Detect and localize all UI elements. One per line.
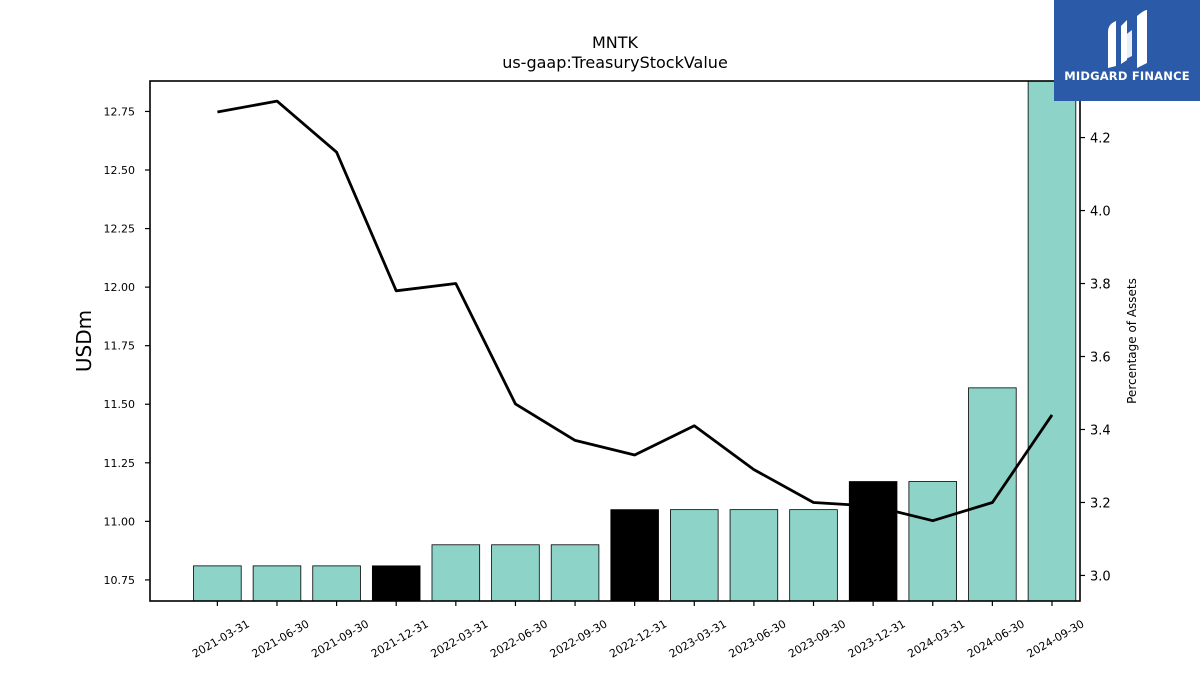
midgard-logo-icon [1108, 10, 1147, 68]
x-tick-label: 2021-03-31 [190, 617, 252, 660]
x-tick-label: 2021-06-30 [250, 617, 312, 660]
y-tick-label: 10.75 [104, 574, 136, 587]
chart-title: MNTK [592, 33, 639, 52]
x-tick-label: 2024-06-30 [965, 617, 1027, 660]
bar-2024-06-30 [968, 387, 1017, 602]
y-tick-label: 12.00 [104, 281, 136, 294]
y-tick-label: 11.50 [104, 398, 136, 411]
bar-2021-09-30 [312, 565, 361, 602]
bar-2021-06-30 [252, 565, 302, 602]
y-tick-label: 12.75 [104, 105, 136, 118]
bar-2022-06-30 [491, 544, 540, 602]
x-tick-label: 2022-03-31 [428, 617, 490, 660]
y2-axis-label: Percentage of Assets [1125, 278, 1139, 404]
percentage-of-assets-line [217, 99, 1054, 523]
y2-tick-label: 3.4 [1090, 423, 1111, 438]
chart-subtitle: us-gaap:TreasuryStockValue [502, 53, 728, 72]
bar-2023-03-31 [670, 509, 719, 602]
y-tick-label: 12.25 [104, 223, 136, 236]
y-tick-label: 11.00 [104, 515, 136, 528]
y2-tick-label: 3.8 [1090, 278, 1111, 293]
x-tick-label: 2023-03-31 [667, 617, 729, 660]
y2-tick-label: 4.2 [1090, 132, 1111, 147]
bars-layer [193, 80, 1077, 602]
x-tick-label: 2024-03-31 [905, 617, 967, 660]
x-tick-label: 2023-12-31 [846, 617, 908, 660]
y2-tick-label: 3.0 [1090, 569, 1111, 584]
bar-2022-03-31 [431, 544, 481, 602]
x-tick-label: 2022-12-31 [607, 617, 669, 660]
bar-2022-09-30 [550, 544, 600, 602]
y2-tick-label: 3.2 [1090, 496, 1111, 511]
bar-2021-12-31 [371, 565, 421, 602]
y2-tick-label: 3.6 [1090, 351, 1111, 366]
y2-tick-label: 4.0 [1090, 205, 1111, 220]
bar-2022-12-31 [610, 509, 659, 602]
y-tick-label: 11.25 [104, 457, 136, 470]
brand-name: MIDGARD FINANCE [1064, 69, 1190, 83]
bar-2024-09-30 [1027, 80, 1077, 602]
x-tick-label: 2022-09-30 [548, 617, 610, 660]
y-tick-label: 12.50 [104, 164, 136, 177]
brand-logo: MIDGARD FINANCE [1054, 0, 1200, 101]
x-tick-label: 2023-09-30 [786, 617, 848, 660]
line-layer [217, 99, 1054, 523]
x-tick-label: 2021-09-30 [309, 617, 371, 660]
bar-2023-06-30 [729, 509, 779, 602]
x-tick-label: 2022-06-30 [488, 617, 550, 660]
bar-2021-03-31 [193, 565, 242, 602]
y-axis-label: USDm [72, 310, 96, 372]
plot-frame [149, 80, 1081, 602]
x-tick-label: 2024-09-30 [1025, 617, 1087, 660]
bar-2023-12-31 [848, 481, 898, 602]
bar-2024-03-31 [908, 481, 957, 602]
x-tick-label: 2023-06-30 [727, 617, 789, 660]
x-tick-label: 2021-12-31 [369, 617, 431, 660]
y-tick-label: 11.75 [104, 340, 136, 353]
bar-2023-09-30 [789, 509, 838, 602]
